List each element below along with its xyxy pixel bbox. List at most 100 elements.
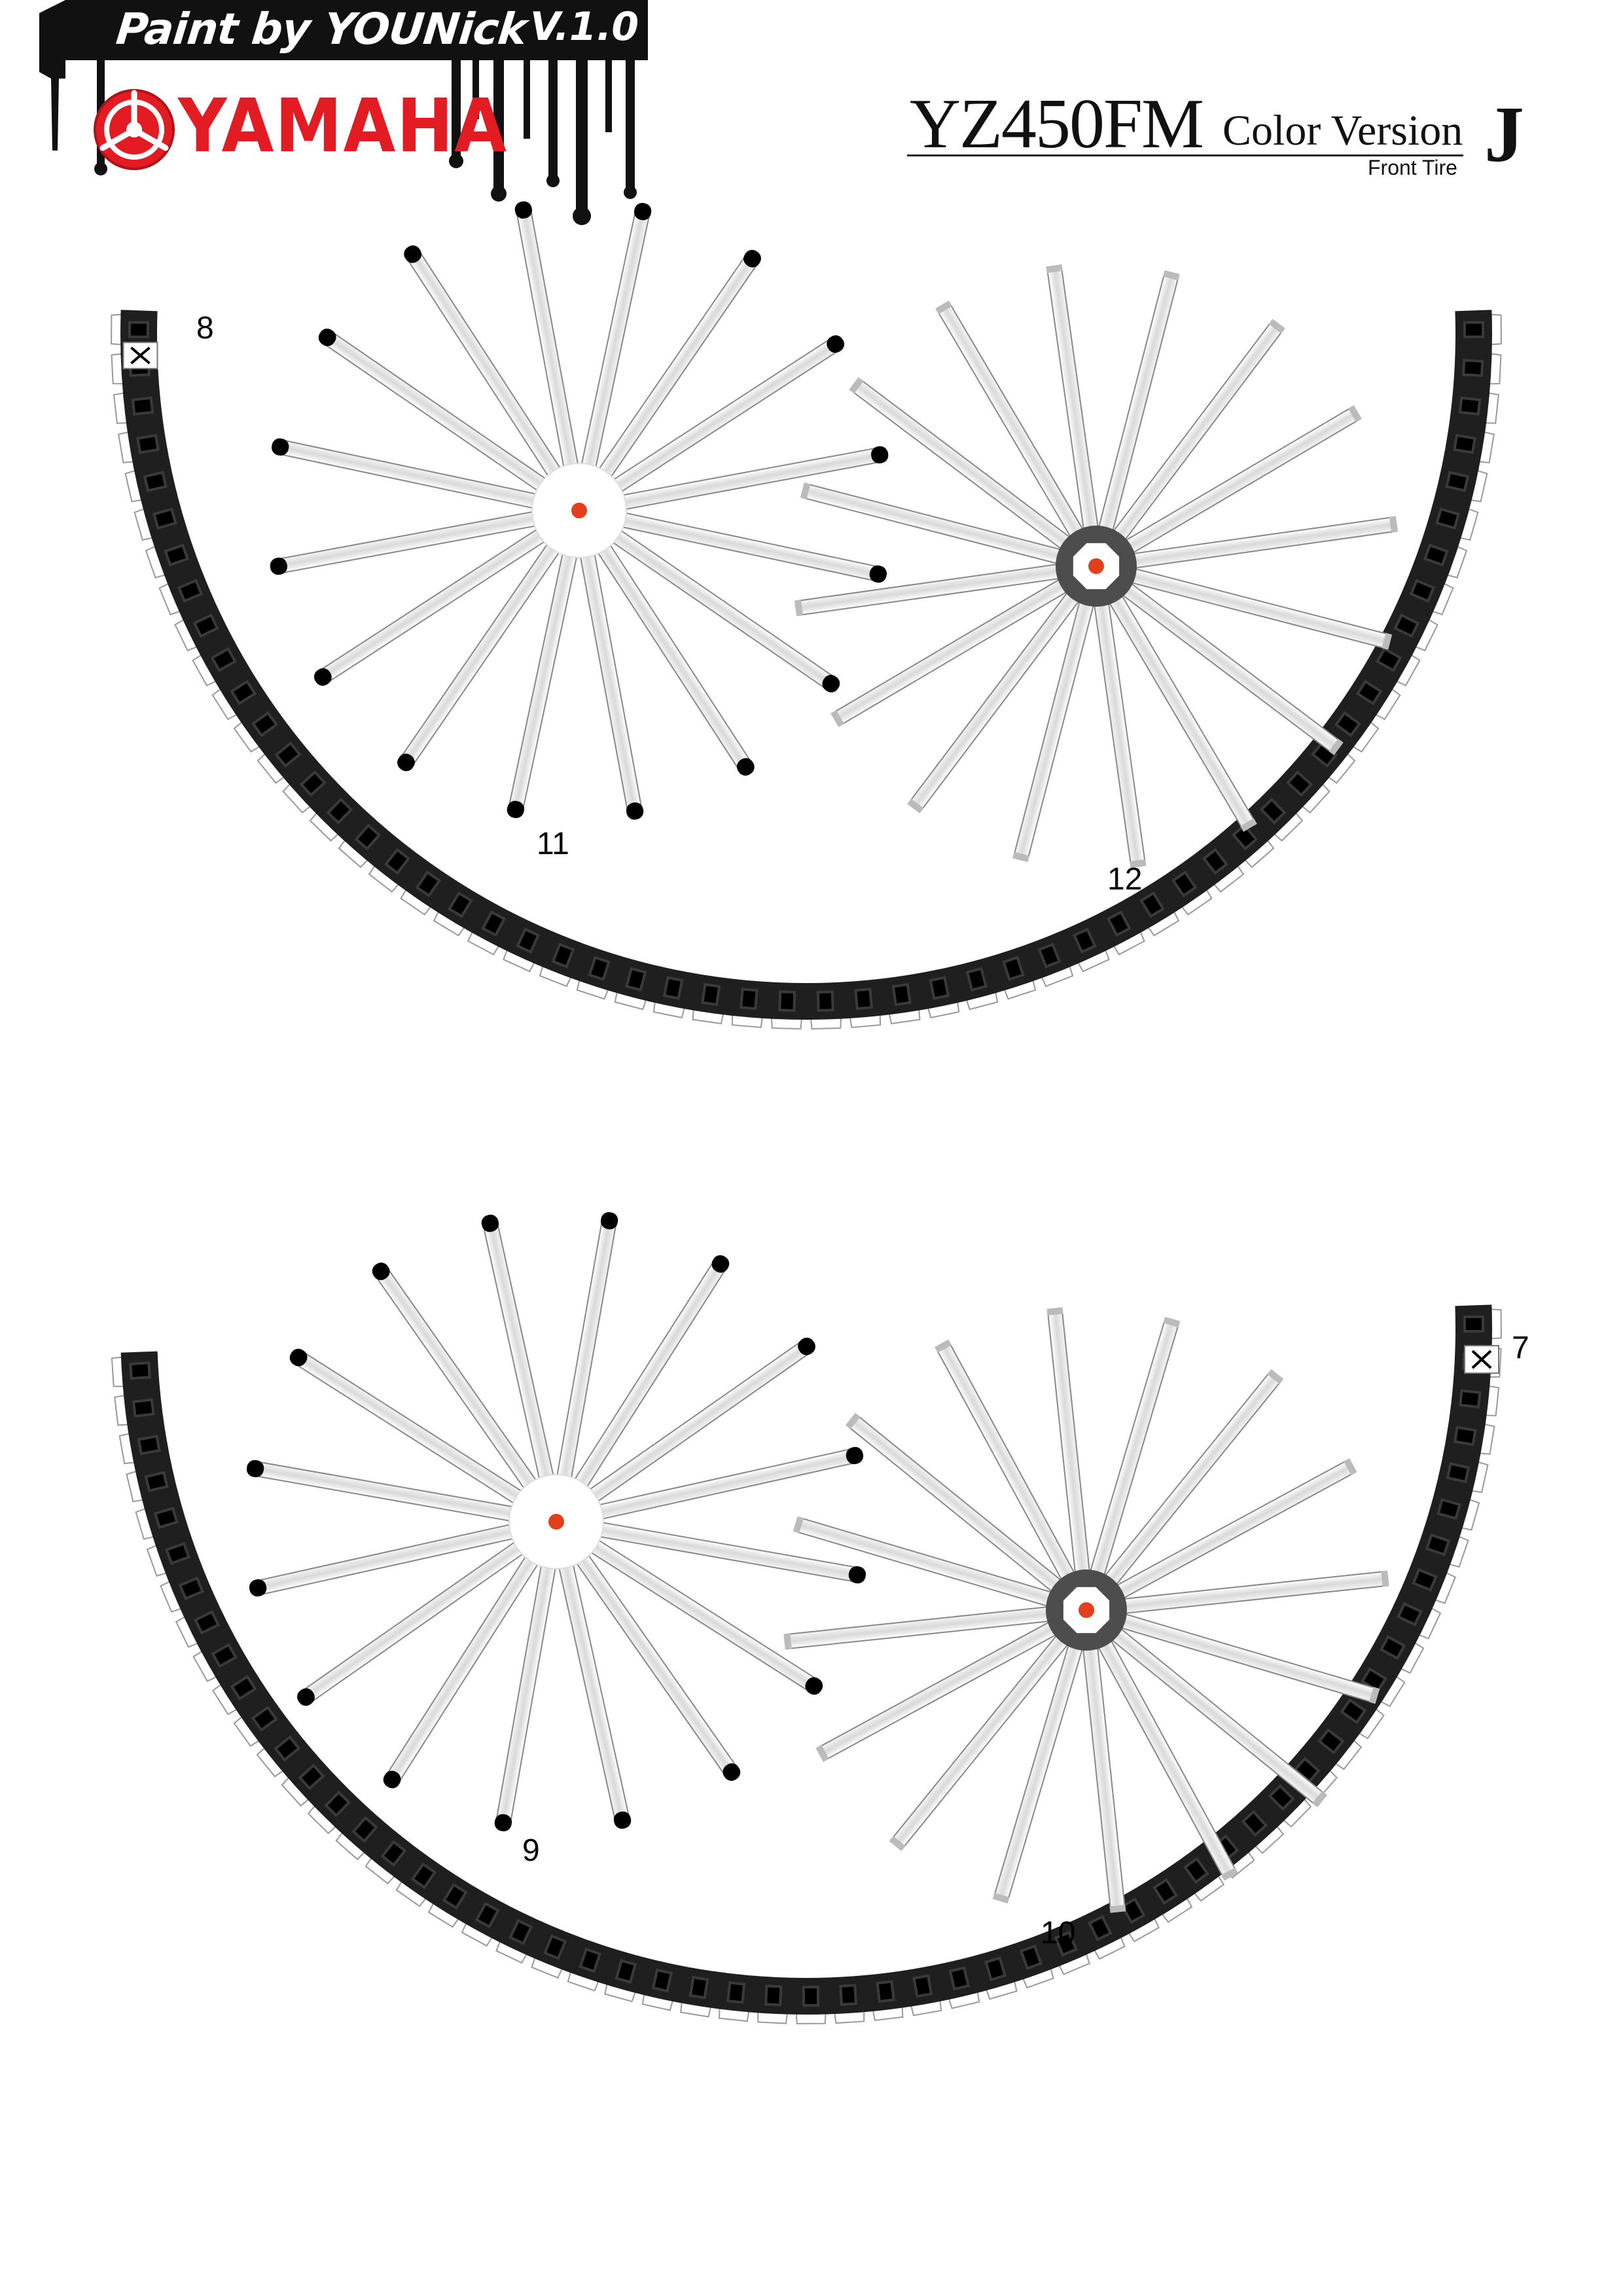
spoke <box>397 516 579 772</box>
spoke-nipple <box>383 1770 401 1789</box>
spoke-nipple <box>711 1255 730 1273</box>
tread-block <box>251 711 279 738</box>
tread-block <box>662 976 684 1000</box>
tread-block <box>383 848 411 875</box>
part-number-7: 7 <box>1512 1331 1529 1365</box>
hub-center-dot <box>1088 558 1104 574</box>
spoke-nipple <box>507 800 525 818</box>
tread-block <box>152 507 177 530</box>
spoke <box>481 1214 562 1512</box>
spoke-end <box>815 1745 829 1762</box>
spokes-hub-9 <box>246 1211 866 1832</box>
tread-block <box>1037 942 1061 969</box>
spoke-end <box>800 482 811 499</box>
tread-block <box>143 471 168 492</box>
spokes-rim-10 <box>783 1307 1389 1913</box>
tread-block <box>1019 1944 1043 1970</box>
spoke-end <box>1348 405 1362 422</box>
tread-block <box>299 770 327 797</box>
tread-block <box>1268 1784 1295 1811</box>
spoke-end <box>1381 1570 1389 1587</box>
tread-block <box>1393 613 1420 638</box>
tire-upper-8 <box>111 310 1502 1030</box>
tread-block <box>551 942 575 969</box>
spoke-end <box>1046 264 1063 274</box>
tread-block <box>164 543 190 567</box>
tread-block <box>210 647 238 672</box>
tread-block <box>1445 471 1470 492</box>
spoke-end <box>1130 859 1147 869</box>
part-number-12: 12 <box>1107 862 1143 897</box>
tread-block <box>326 797 353 825</box>
hub-center-dot <box>548 1514 564 1530</box>
spoke-end <box>935 300 952 314</box>
tread-block <box>1379 1635 1406 1660</box>
spoke <box>249 1516 546 1597</box>
tread-block <box>965 967 988 992</box>
tread-block <box>1463 1315 1485 1333</box>
x-marker <box>130 346 151 365</box>
tread-block <box>131 396 154 416</box>
tread-block <box>516 927 541 954</box>
spoke-nipple <box>313 668 332 686</box>
paint-credit: Paint by YOUNick <box>113 4 529 54</box>
tread-block <box>543 1934 567 1960</box>
spoke-end <box>1267 1369 1284 1384</box>
tread-block <box>324 1790 351 1818</box>
spoke-end <box>1368 1687 1380 1704</box>
tread-block <box>144 1471 169 1493</box>
tread-block <box>839 1984 858 2006</box>
spoke-nipple <box>846 1446 864 1465</box>
tread-block <box>447 891 473 918</box>
tread-block <box>1202 848 1229 875</box>
tread-block <box>351 1816 378 1843</box>
tread-block <box>211 1643 238 1668</box>
tread-block <box>1409 579 1436 603</box>
tread-block <box>1340 1698 1367 1725</box>
tread-block <box>354 823 382 851</box>
tread-block <box>1183 1857 1209 1884</box>
sheet-letter: J <box>1484 90 1524 179</box>
tread-block <box>1054 1930 1078 1957</box>
x-marker <box>1471 1350 1492 1369</box>
tread-block <box>688 1975 709 2000</box>
spoke-nipple <box>869 565 887 583</box>
tread-block <box>1106 910 1132 937</box>
tread-block <box>1334 711 1362 738</box>
part-name: Front Tire <box>1368 156 1457 179</box>
tread-block <box>615 1959 637 1984</box>
tread-block <box>1241 1810 1268 1837</box>
spoke-nipple <box>297 1688 315 1706</box>
tread-block <box>129 1361 151 1380</box>
spoke <box>507 521 584 818</box>
tread-block <box>1259 797 1287 825</box>
tread-block <box>740 988 758 1011</box>
tread-block <box>1463 321 1485 338</box>
tread-block <box>1435 507 1461 530</box>
spoke-end <box>907 798 924 814</box>
spoke-nipple <box>404 245 422 263</box>
tread-block <box>1088 1914 1113 1942</box>
spoke-end <box>1012 852 1029 863</box>
tread-block <box>876 1980 895 2003</box>
spoke-nipple <box>722 1763 741 1781</box>
spoke-end <box>1046 1307 1063 1316</box>
tread-block <box>579 1947 602 1973</box>
spoke-nipple <box>600 1211 618 1230</box>
spoke-end <box>1163 270 1180 281</box>
spoke-nipple <box>270 557 287 575</box>
spoke-end <box>845 1412 861 1429</box>
tread-block <box>1120 1897 1146 1924</box>
tread-block <box>1317 1728 1345 1755</box>
spoke-nipple <box>871 446 889 464</box>
tread-block <box>137 1435 161 1456</box>
tread-block <box>178 1576 205 1600</box>
tread-block <box>764 1984 783 2007</box>
tread-block <box>891 982 912 1007</box>
tread-block <box>1446 1462 1471 1484</box>
spoke-nipple <box>798 1337 815 1355</box>
tread-block <box>380 1840 407 1867</box>
tread-block <box>1072 927 1097 954</box>
tread-block <box>816 990 834 1012</box>
tread-block <box>1459 1389 1482 1408</box>
